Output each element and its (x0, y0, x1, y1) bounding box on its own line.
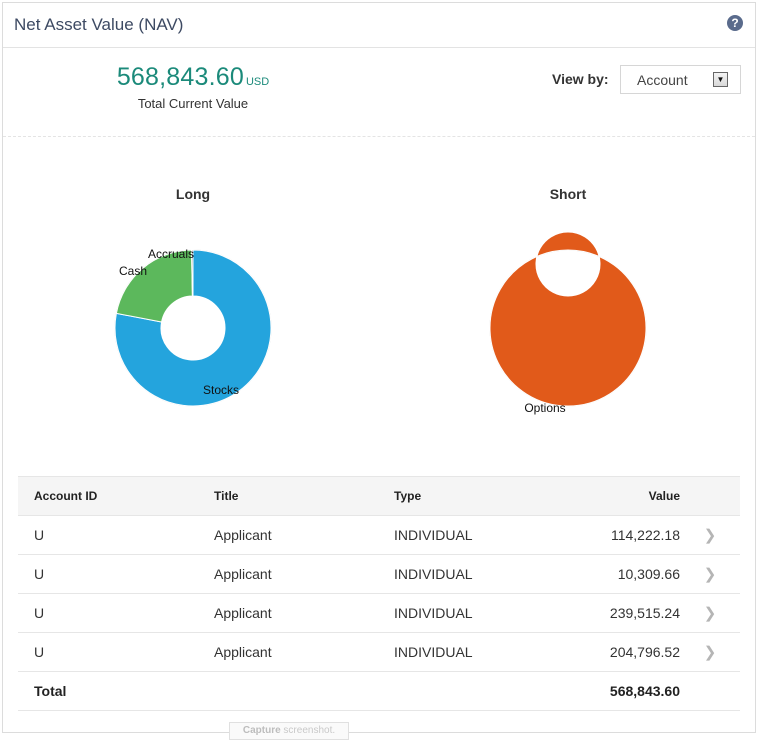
accounts-table: Account ID Title Type Value U Applicant … (18, 476, 740, 711)
table-header-row: Account ID Title Type Value (18, 476, 740, 516)
view-by-selected-value: Account (637, 72, 688, 88)
total-value-block: 568,843.60 USD Total Current Value (83, 63, 303, 111)
slice-label-options: Options (524, 401, 565, 415)
chevron-right-icon[interactable]: ❯ (680, 554, 740, 594)
slice-label-accruals: Accruals (148, 247, 194, 261)
cell-value: 204,796.52 (558, 632, 680, 672)
cell-value: 10,309.66 (558, 554, 680, 594)
column-header-type: Type (378, 476, 558, 516)
chart-title-long: Long (175, 186, 211, 202)
table-row[interactable]: U Applicant INDIVIDUAL 239,515.24 ❯ (18, 593, 740, 633)
total-value: 568,843.60 (116, 63, 244, 91)
chevron-right-icon[interactable]: ❯ (680, 515, 740, 555)
cell-title: Applicant (198, 554, 378, 594)
cell-account-id: U (18, 554, 198, 594)
total-value-cell: 568,843.60 (558, 671, 680, 711)
short-donut-chart: Options (489, 231, 647, 415)
total-label: Total (18, 671, 198, 711)
capture-label-rest: screenshot. (280, 725, 336, 736)
currency-label: USD (245, 76, 270, 88)
column-header-value: Value (558, 476, 680, 516)
cell-value: 114,222.18 (558, 515, 680, 555)
chevron-down-icon[interactable]: ▼ (713, 72, 728, 87)
donut-slice-accruals[interactable] (191, 249, 194, 297)
cell-type: INDIVIDUAL (378, 593, 558, 633)
table-row[interactable]: U Applicant INDIVIDUAL 10,309.66 ❯ (18, 554, 740, 594)
donut-slice-stocks[interactable] (114, 249, 272, 407)
panel-title: Net Asset Value (NAV) (14, 15, 184, 34)
total-value-caption: Total Current Value (137, 96, 249, 111)
cell-value: 239,515.24 (558, 593, 680, 633)
capture-screenshot-button[interactable]: Capture screenshot. (229, 722, 349, 740)
table-row[interactable]: U Applicant INDIVIDUAL 114,222.18 ❯ (18, 515, 740, 555)
donut-slice-cash[interactable] (115, 249, 193, 323)
cell-account-id: U (18, 593, 198, 633)
cell-type: INDIVIDUAL (378, 632, 558, 672)
view-by-label: View by: (552, 71, 609, 87)
cell-type: INDIVIDUAL (378, 554, 558, 594)
table-row[interactable]: U Applicant INDIVIDUAL 204,796.52 ❯ (18, 632, 740, 672)
help-icon[interactable]: ? (727, 15, 743, 31)
chart-title-short: Short (549, 186, 587, 202)
column-header-account-id: Account ID (18, 476, 198, 516)
table-total-row: Total 568,843.60 (18, 671, 740, 711)
panel-header: Net Asset Value (NAV) ? (3, 3, 755, 48)
cell-type: INDIVIDUAL (378, 515, 558, 555)
column-header-spacer (680, 476, 740, 516)
column-header-title: Title (198, 476, 378, 516)
view-by-select[interactable]: Account ▼ (620, 65, 741, 94)
slice-label-cash: Cash (119, 264, 147, 278)
cell-title: Applicant (198, 593, 378, 633)
cell-account-id: U (18, 515, 198, 555)
capture-label-bold: Capture (242, 725, 281, 736)
cell-title: Applicant (198, 632, 378, 672)
cell-account-id: U (18, 632, 198, 672)
chevron-right-icon[interactable]: ❯ (680, 593, 740, 633)
donut-slice-options[interactable] (489, 231, 647, 407)
slice-label-stocks: Stocks (203, 383, 239, 397)
nav-summary: 568,843.60 USD Total Current Value View b… (3, 48, 755, 137)
chevron-right-icon[interactable]: ❯ (680, 632, 740, 672)
cell-title: Applicant (198, 515, 378, 555)
